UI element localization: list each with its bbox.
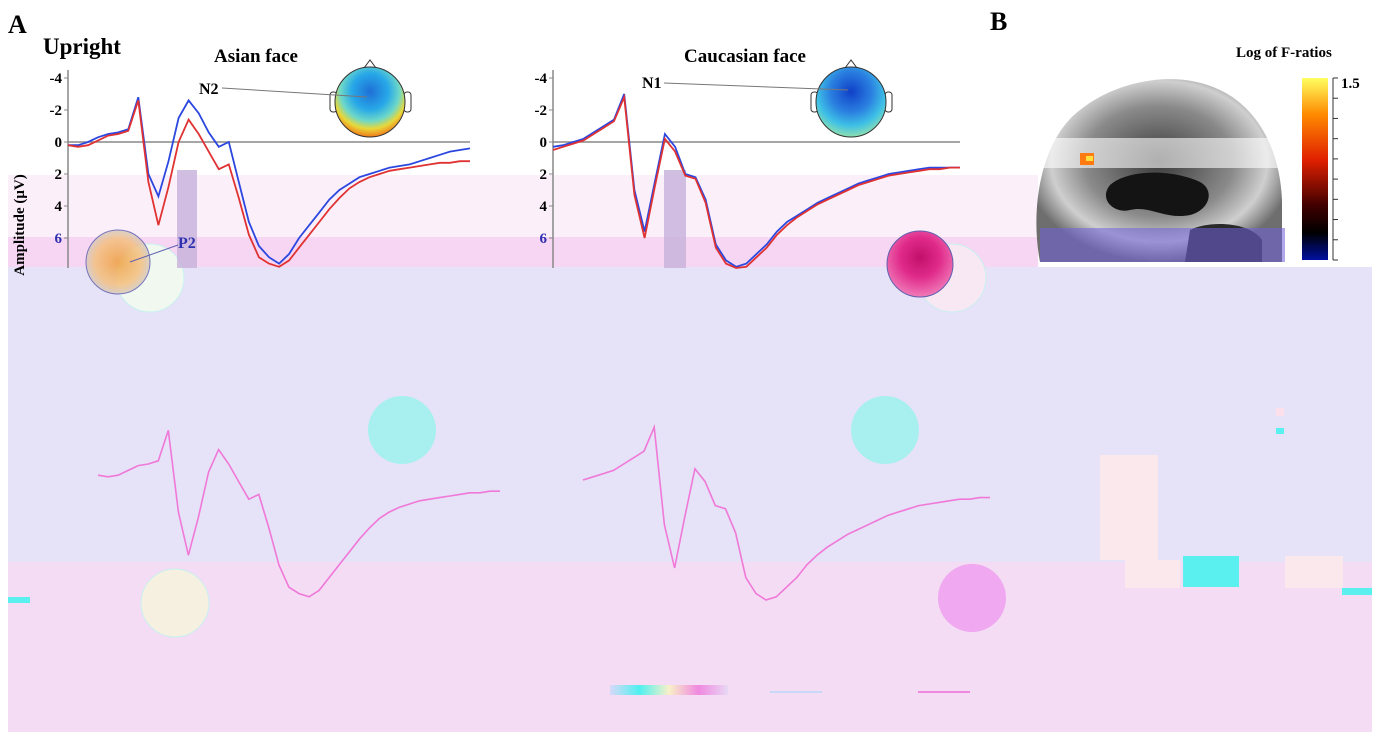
right-series — [552, 93, 960, 269]
y-tick-label: 6 — [540, 231, 548, 247]
p2-annotation: P2 — [178, 235, 196, 252]
y-tick-label: -2 — [50, 103, 63, 119]
row-title-upright: Upright — [43, 34, 121, 59]
series-line-blue — [552, 93, 960, 268]
panel-b-label: B — [990, 7, 1007, 36]
brain-ventricle — [1105, 172, 1209, 217]
y-tick-label: -2 — [535, 103, 548, 119]
y-axis-label: Amplitude (μV) — [12, 174, 28, 275]
faded-band-8 — [1285, 556, 1343, 588]
colorbar-ticks — [1333, 77, 1338, 261]
right-plot-title: Caucasian face — [684, 46, 806, 67]
y-tick-label: 2 — [55, 167, 63, 183]
y-tick-label: 4 — [55, 199, 63, 215]
topomap-p2-right — [886, 230, 954, 298]
faded-topo-5 — [140, 568, 210, 638]
faded-band-4 — [8, 562, 1372, 732]
y-tick-label: 0 — [540, 135, 548, 151]
left-y-ticks: -4 -2 0 2 4 6 — [50, 71, 68, 247]
topomap-n1 — [810, 59, 893, 138]
faded-band-3 — [8, 267, 1372, 562]
faded-band-10 — [8, 597, 30, 603]
faded-band-11 — [1276, 408, 1284, 416]
n2-annotation: N2 — [199, 81, 219, 98]
left-plot-title: Asian face — [214, 46, 298, 67]
y-tick-label: 6 — [55, 231, 63, 247]
brain-sagittal-slice — [1036, 79, 1285, 262]
faded-band-9 — [1342, 588, 1372, 595]
activation-blob-core — [1086, 156, 1093, 161]
topomap-p2 — [85, 229, 151, 295]
panel-a-label: A — [8, 10, 27, 39]
y-tick-label: 0 — [55, 135, 63, 151]
p2-pointer-line — [129, 244, 179, 263]
right-highlight-window — [664, 170, 686, 268]
faded-band-7 — [1183, 556, 1239, 587]
faded-band-12 — [1276, 428, 1284, 434]
right-erp-plot: Caucasian face -4 -2 0 2 4 6 N1 — [535, 46, 960, 298]
topomap-n2 — [329, 59, 412, 138]
brain-lower-faded — [1040, 228, 1285, 262]
y-tick-label: 4 — [540, 199, 548, 215]
faded-colorbar — [610, 685, 728, 695]
topomap-head — [815, 66, 887, 138]
topomap-head-p2-right — [886, 230, 954, 298]
y-tick-label: 2 — [540, 167, 548, 183]
faded-series-line — [582, 424, 990, 601]
colorbar-title: Log of F-ratios — [1236, 45, 1332, 61]
left-erp-plot: Asian face -4 -2 0 2 4 6 N2 P2 — [50, 46, 471, 295]
n1-pointer-line — [663, 82, 849, 91]
series-line-red — [552, 93, 960, 269]
y-tick-label: -4 — [50, 71, 63, 87]
faded-topo-6 — [938, 564, 1006, 632]
brain-skull — [1036, 79, 1282, 262]
n2-pointer-line — [221, 87, 368, 98]
series-line-red — [67, 100, 470, 268]
faded-topo-4 — [851, 396, 919, 464]
faded-band-5 — [1100, 455, 1158, 560]
faded-topo-3 — [368, 396, 436, 464]
colorbar-max-label: 1.5 — [1341, 76, 1360, 92]
faded-erp-traces — [97, 424, 990, 601]
faded-band-6 — [1125, 560, 1180, 588]
n1-annotation: N1 — [642, 75, 662, 92]
faded-series-line — [97, 430, 500, 598]
left-series — [67, 96, 471, 268]
topomap-head — [334, 66, 406, 138]
y-tick-label: -4 — [535, 71, 548, 87]
left-highlight-window — [177, 170, 197, 268]
faded-background — [8, 175, 1372, 732]
topomap-head-p2 — [85, 229, 151, 295]
colorbar — [1302, 78, 1328, 260]
brain-upper-faded — [1040, 138, 1285, 168]
right-y-ticks: -4 -2 0 2 4 6 — [535, 71, 553, 247]
